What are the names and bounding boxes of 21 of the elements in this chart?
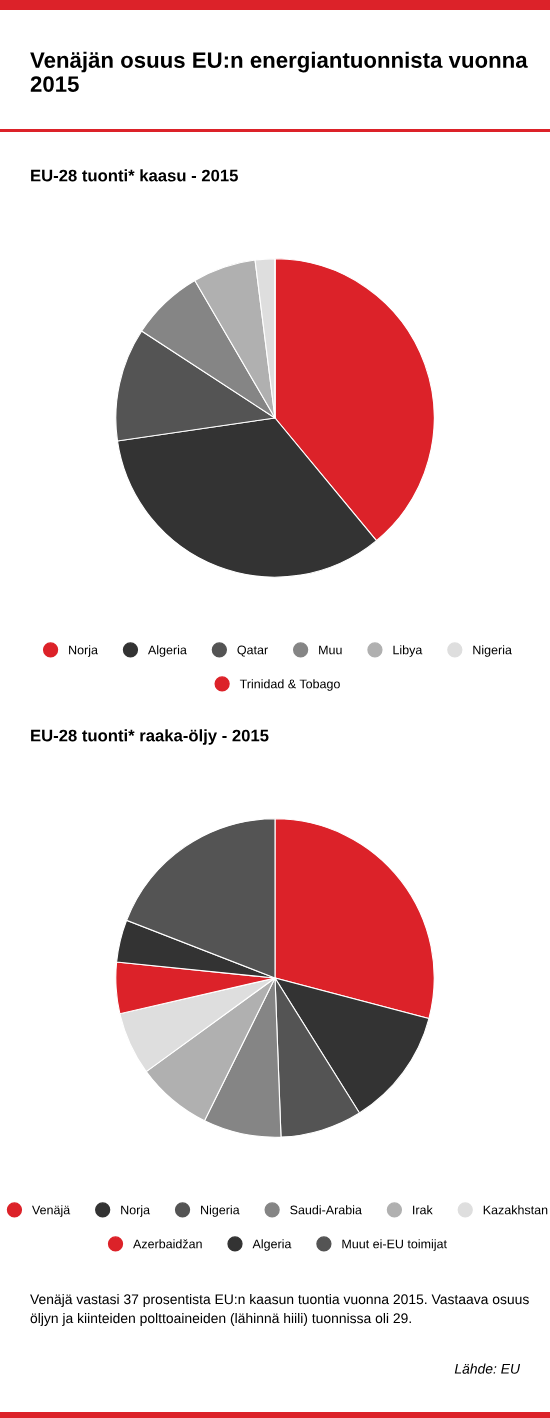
legend-label: Norja xyxy=(121,1205,151,1217)
legend-label: Algeria xyxy=(147,645,187,657)
chart-subtitle: EU-28 tuonti* kaasu - 2015 xyxy=(31,169,238,182)
legend-label: Azerbaidžan xyxy=(133,1239,202,1249)
legend-label: Venäjä xyxy=(32,1205,71,1217)
legend-label: Kazakhstan xyxy=(483,1205,548,1215)
legend-label: Algeria xyxy=(252,1239,292,1251)
legend-label: Trinidad & Tobago xyxy=(239,679,340,691)
legend-label: Irak xyxy=(413,1205,433,1215)
legend-label: Nigeria xyxy=(201,1205,240,1217)
legend-label: Saudi-Arabia xyxy=(290,1205,362,1215)
legend-label: Libya xyxy=(393,645,423,657)
text: Venäjä vastasi 37 prosentista EU:n kaasun tuontia vuonna 2015. Vastaava osuus öljyn ja kiinteiden polttoaineiden (lähinnä hiili) tuonnissa oli 29. xyxy=(30,1294,529,1326)
legend-label: Muut ei-EU toimijat xyxy=(342,1239,447,1251)
chart-title: EU-28 tuonti* raaka-öljy - 2015 xyxy=(31,729,269,745)
text: Lähde: EU xyxy=(454,1363,521,1374)
legend-label: Nigeria xyxy=(473,645,512,657)
legend-label: Muu xyxy=(319,645,342,655)
legend-label: Qatar xyxy=(237,645,268,657)
chart-title: Venäjän osuus EU:n energiantuonnista vuonna 2015 xyxy=(30,51,528,92)
legend-label: Norja xyxy=(69,645,98,657)
